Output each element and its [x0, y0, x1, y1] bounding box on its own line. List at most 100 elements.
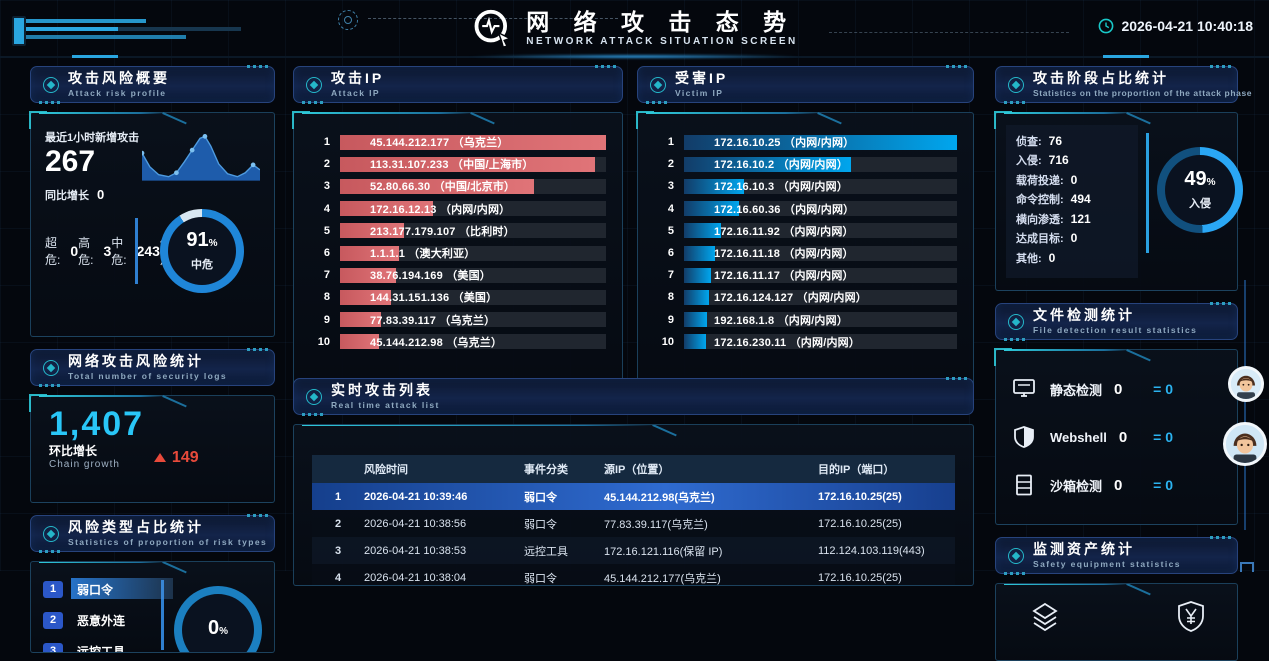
attack-ip-row[interactable]: 7 38.76.194.169 （美国）	[310, 264, 606, 286]
bar-label: 172.16.12.13 （内网/内网）	[370, 203, 511, 216]
bar-track: 45.144.212.98 （乌克兰）	[340, 334, 606, 350]
victim-ip-row[interactable]: 3 172.16.10.3 （内网/内网）	[654, 175, 957, 197]
trend-sparkline	[142, 134, 260, 181]
attack-ip-row[interactable]: 3 52.80.66.30 （中国/北京市）	[310, 175, 606, 197]
page-subtitle: NETWORK ATTACK SITUATION SCREEN	[526, 36, 798, 47]
victim-ip-row[interactable]: 5 172.16.11.92 （内网/内网）	[654, 220, 957, 242]
bar-track: 172.16.10.25 （内网/内网）	[684, 134, 957, 150]
bar-label: 172.16.60.36 （内网/内网）	[714, 203, 855, 216]
chain-growth-delta: 149	[153, 449, 199, 467]
risk-level-list: 超危:0 高危:3 中危:243 低危:21	[45, 236, 201, 267]
tick-decoration	[72, 55, 118, 58]
phase-stat-item: 横向渗透: 121	[1016, 211, 1091, 226]
bar-label: 45.144.212.177 （乌克兰）	[370, 137, 509, 150]
bullseye-icon	[43, 359, 59, 376]
bullseye-icon	[306, 388, 322, 405]
risk-level-item: 超危: 0	[45, 236, 79, 267]
panel-subtitle: Safety equipment statistics	[1033, 559, 1181, 569]
attack-ip-row[interactable]: 4 172.16.12.13 （内网/内网）	[310, 198, 606, 220]
dots-decoration	[39, 101, 42, 104]
table-row[interactable]: 2 2026-04-21 10:38:56 弱口令 77.83.39.117(乌…	[312, 510, 955, 537]
panel-header: 攻击IP Attack IP	[293, 65, 623, 104]
bar-track: 172.16.60.36 （内网/内网）	[684, 201, 957, 217]
bar-fill	[684, 245, 716, 261]
table-header-row: 风险时间 事件分类 源IP（位置） 目的IP（端口） 告警等级	[312, 455, 955, 483]
chain-growth-label-zh: 环比增长	[49, 444, 98, 458]
yoy-label: 同比增长	[45, 190, 89, 202]
bar-track: 1.1.1.1 （澳大利亚）	[340, 245, 606, 261]
victim-ip-row[interactable]: 6 172.16.11.18 （内网/内网）	[654, 242, 957, 264]
file-detection-row: 沙箱检测 0 = 0	[1012, 468, 1221, 502]
bar-fill	[340, 245, 399, 261]
victim-ip-row[interactable]: 7 172.16.11.17 （内网/内网）	[654, 264, 957, 286]
victim-ip-row[interactable]: 9 192.168.1.8 （内网/内网）	[654, 309, 957, 331]
victim-ip-row[interactable]: 1 172.16.10.25 （内网/内网）	[654, 131, 957, 153]
bar-track: 52.80.66.30 （中国/北京市）	[340, 178, 606, 194]
new-attacks-label: 最近1小时新增攻击	[45, 132, 140, 144]
bar-fill	[684, 156, 851, 172]
victim-ip-row[interactable]: 4 172.16.60.36 （内网/内网）	[654, 198, 957, 220]
bar-track: 172.16.12.13 （内网/内网）	[340, 201, 606, 217]
bar-label: 113.31.107.233 （中国/上海市）	[370, 159, 534, 172]
panel-header: 实时攻击列表 Real time attack list	[293, 377, 974, 416]
attack-ip-row[interactable]: 1 45.144.212.177 （乌克兰）	[310, 131, 606, 153]
table-row[interactable]: 3 2026-04-21 10:38:53 远控工具 172.16.121.11…	[312, 537, 955, 564]
bullseye-icon	[306, 76, 322, 93]
col-risk-time: 风险时间	[364, 464, 408, 476]
victim-ip-row[interactable]: 8 172.16.124.127 （内网/内网）	[654, 286, 957, 308]
panel-victim-ip: 受害IP Victim IP 1 172.16.10.25 （内网/内网） 2	[636, 65, 974, 387]
rank-chip: 2	[43, 611, 63, 629]
bar-track: 38.76.194.169 （美国）	[340, 267, 606, 283]
table-row[interactable]: 1 2026-04-21 10:39:46 弱口令 45.144.212.98(…	[312, 483, 955, 510]
panel-risk-overview: 攻击风险概要 Attack risk profile 最近1小时新增攻击 267…	[29, 65, 275, 337]
col-source-ip: 源IP（位置）	[604, 464, 670, 476]
attack-ip-row[interactable]: 9 77.83.39.117 （乌克兰）	[310, 309, 606, 331]
bar-label: 172.16.124.127 （内网/内网）	[714, 292, 867, 305]
risk-level-item: 高危: 3	[78, 236, 112, 267]
phase-stat-item: 载荷投递: 0	[1016, 172, 1078, 187]
bar-label: 1.1.1.1 （澳大利亚）	[370, 248, 476, 261]
phase-stat-item: 命令控制: 494	[1016, 192, 1091, 207]
bar-track: 192.168.1.8 （内网/内网）	[684, 312, 957, 328]
bar-track: 213.177.179.107 （比利时）	[340, 223, 606, 239]
shield-icon	[1014, 426, 1034, 448]
file-detection-row: Webshell 0 = 0	[1012, 420, 1221, 454]
bar-fill	[684, 289, 709, 305]
glow-decoration	[464, 54, 805, 59]
panel-subtitle: File detection result statistics	[1033, 325, 1198, 335]
attack-ip-row[interactable]: 10 45.144.212.98 （乌克兰）	[310, 331, 606, 353]
attack-ip-row[interactable]: 5 213.177.179.107 （比利时）	[310, 220, 606, 242]
yoy-value: 0	[97, 187, 105, 202]
reticle-icon	[338, 10, 358, 30]
bar-label: 172.16.10.2 （内网/内网）	[714, 159, 849, 172]
bar-fill	[684, 223, 721, 239]
panel-subtitle: Statistics on the proportion of the atta…	[1033, 88, 1253, 98]
file-detection-row: 静态检测 0 = 0	[1012, 372, 1221, 406]
bar-track: 172.16.11.17 （内网/内网）	[684, 267, 957, 283]
phase-stats-list: 侦查: 76 入侵: 716 载荷投递: 0 命令控制: 494 横向渗透: 121 达成…	[1006, 125, 1138, 278]
bar-label: 52.80.66.30 （中国/北京市）	[370, 181, 516, 194]
page-title: 网 络 攻 击 态 势	[526, 9, 796, 35]
bar-track: 172.16.10.2 （内网/内网）	[684, 156, 957, 172]
risk-donut-chart: 91% 中危	[160, 209, 244, 293]
attack-ip-row[interactable]: 2 113.31.107.233 （中国/上海市）	[310, 153, 606, 175]
timestamp: 2026-04-21 10:40:18	[1121, 18, 1253, 34]
attack-ip-row[interactable]: 6 1.1.1.1 （澳大利亚）	[310, 242, 606, 264]
victim-ip-row[interactable]: 2 172.16.10.2 （内网/内网）	[654, 153, 957, 175]
panel-title: 网络攻击风险统计	[68, 353, 204, 369]
assistant-avatar[interactable]	[1228, 366, 1264, 402]
avatar-face	[1231, 369, 1261, 399]
divider	[1146, 133, 1149, 253]
attack-ip-row[interactable]: 8 144.31.151.136 （美国）	[310, 286, 606, 308]
table-row[interactable]: 4 2026-04-21 10:38:04 弱口令 45.144.212.177…	[312, 564, 955, 585]
bar-fill	[340, 267, 396, 283]
victim-ip-row[interactable]: 10 172.16.230.11 （内网/内网）	[654, 331, 957, 353]
rank-chip: 1	[43, 580, 63, 598]
bar-track: 172.16.11.18 （内网/内网）	[684, 245, 957, 261]
clock-area: 2026-04-21 10:40:18	[1098, 18, 1253, 34]
clock-icon	[1099, 18, 1114, 34]
bar-fill	[684, 178, 745, 194]
panel-header: 受害IP Victim IP	[637, 65, 974, 104]
panel-title: 风险类型占比统计	[68, 519, 204, 535]
assistant-avatar[interactable]	[1223, 422, 1267, 466]
